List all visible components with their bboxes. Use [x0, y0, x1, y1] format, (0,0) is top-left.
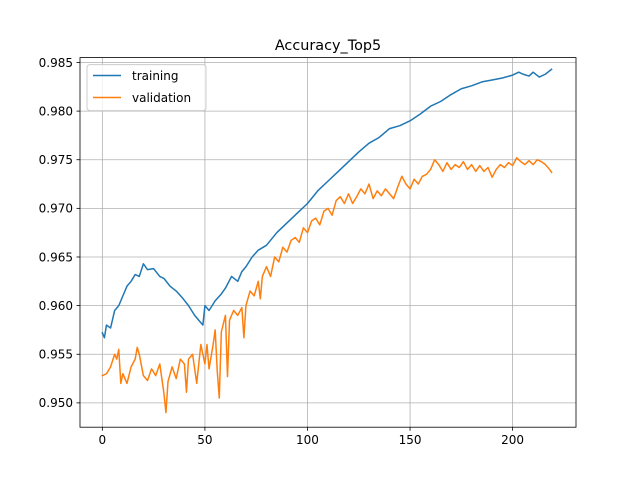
x-tick-label: 0 [99, 433, 107, 447]
series-line-validation [101, 157, 553, 414]
y-tick-label: 0.970 [39, 202, 73, 216]
legend-label-training: training [132, 69, 179, 83]
axes-frame [79, 57, 577, 428]
x-tick-label: 150 [399, 433, 422, 447]
y-tick-label: 0.955 [39, 348, 73, 362]
y-tick-label: 0.975 [39, 153, 73, 167]
series-group [101, 68, 553, 414]
chart-title: Accuracy_Top5 [275, 38, 381, 54]
y-tick-label: 0.950 [39, 396, 73, 410]
x-tick-label: 50 [197, 433, 212, 447]
legend-label-validation: validation [132, 91, 191, 105]
y-tick-label: 0.960 [39, 299, 73, 313]
x-tick-label: 100 [296, 433, 319, 447]
y-tick-label: 0.985 [39, 56, 73, 70]
x-tick-label: 200 [501, 433, 524, 447]
legend: training validation [86, 64, 207, 112]
y-tick-label: 0.965 [39, 250, 73, 264]
y-tick-label: 0.980 [39, 104, 73, 118]
series-line-training [101, 68, 553, 339]
x-axis: 0 50 100 150 200 [99, 427, 524, 447]
y-axis: 0.950 0.955 0.960 0.965 0.970 0.975 0.980 0.985 [39, 56, 80, 410]
